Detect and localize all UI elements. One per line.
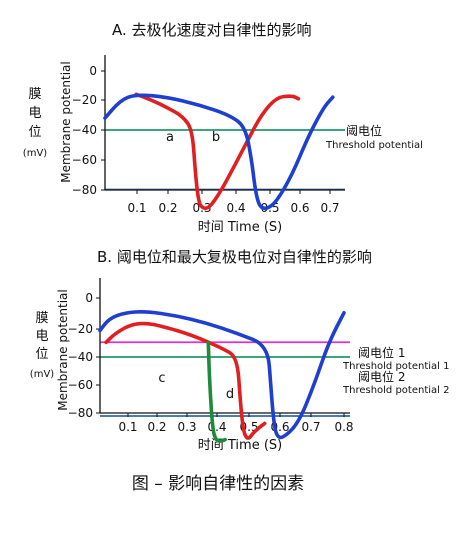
x-axis-label: 时间 Time (S)	[198, 438, 282, 453]
series-c-label: c	[158, 371, 165, 386]
y-tick-label: −80	[72, 183, 97, 197]
y-label-cn-char: 膜	[35, 311, 48, 326]
series-d-label: d	[226, 387, 234, 402]
x-tick-label: 0.2	[158, 201, 177, 215]
series-b-line	[103, 93, 335, 211]
series-green-line	[206, 340, 227, 443]
x-tick-label: 0.7	[301, 420, 320, 434]
x-tick-label: 0.4	[207, 420, 226, 434]
series-d-line	[98, 310, 346, 440]
y-label-cn-char: 位	[35, 347, 48, 362]
y-tick-label: −40	[68, 350, 93, 364]
threshold1-label-en: Threshold potential 1	[342, 361, 449, 372]
y-axis-label: Membrane potential	[59, 61, 73, 183]
series-a-line	[134, 92, 301, 211]
x-tick-label: 0.1	[118, 420, 137, 434]
chart-title: B. 阈电位和最大复极电位对自律性的影响	[97, 248, 372, 266]
x-tick-label: 0.1	[127, 201, 146, 215]
y-label-cn-char: 位	[28, 125, 41, 140]
y-tick-label: −40	[72, 123, 97, 137]
y-tick-label: 0	[89, 64, 97, 78]
y-label-unit: (mV)	[23, 148, 47, 159]
series-b-label: b	[212, 130, 220, 145]
threshold-label-cn: 阈电位	[346, 123, 382, 138]
threshold2-label-cn: 阈电位 2	[358, 369, 405, 384]
x-tick-label: 0.4	[226, 201, 245, 215]
threshold1-label-cn: 阈电位 1	[358, 345, 405, 360]
y-label-cn-char: 电	[28, 106, 41, 121]
x-tick-label: 0.8	[334, 420, 353, 434]
series-c-line	[104, 321, 267, 440]
x-axis-label: 时间 Time (S)	[198, 220, 282, 235]
y-label-unit: (mV)	[30, 369, 54, 380]
y-tick-label: −60	[68, 378, 93, 392]
series-a-label: a	[166, 130, 174, 145]
threshold-label-en: Threshold potential	[325, 140, 423, 151]
x-tick-label: 0.6	[290, 201, 309, 215]
y-tick-label: −60	[72, 153, 97, 167]
y-tick-label: 0	[85, 291, 93, 305]
chart-title: A. 去极化速度对自律性的影响	[112, 21, 312, 39]
x-tick-label: 0.2	[147, 420, 166, 434]
y-label-cn-char: 电	[35, 329, 48, 344]
threshold2-label-en: Threshold potential 2	[342, 385, 449, 396]
x-tick-label: 0.7	[320, 201, 339, 215]
y-tick-label: −20	[72, 93, 97, 107]
y-axis-label: Membrane potential	[56, 289, 70, 411]
y-label-cn-char: 膜	[28, 87, 41, 102]
y-tick-label: −20	[68, 322, 93, 336]
figure-caption: 图 – 影响自律性的因素	[132, 474, 304, 494]
x-tick-label: 0.3	[177, 420, 196, 434]
y-tick-label: −80	[68, 406, 93, 420]
